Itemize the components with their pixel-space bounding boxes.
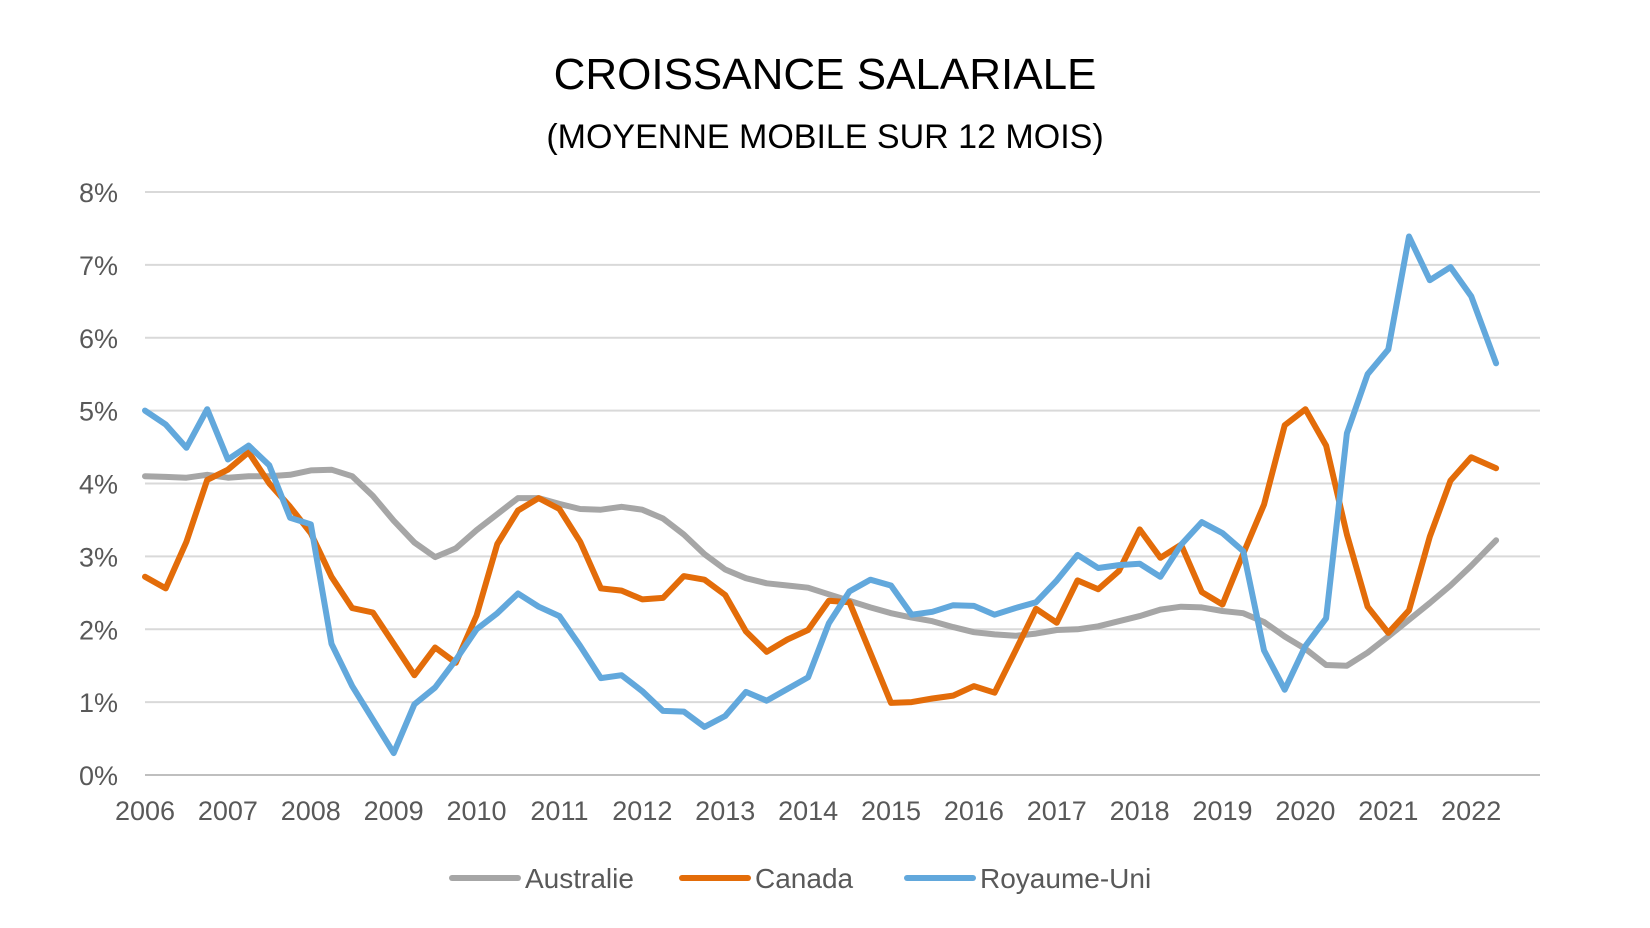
chart-title: CROISSANCE SALARIALE: [553, 50, 1097, 99]
y-tick-label: 0%: [79, 761, 118, 791]
x-tick-label: 2006: [115, 796, 175, 826]
x-tick-label: 2016: [944, 796, 1004, 826]
y-tick-label: 1%: [79, 688, 118, 718]
series-line-australie: [142, 466, 1500, 669]
y-tick-label: 6%: [79, 324, 118, 354]
x-tick-label: 2011: [530, 796, 588, 826]
x-tick-label: 2019: [1193, 796, 1253, 826]
legend-label: Canada: [755, 863, 854, 894]
legend-item: Royaume-Uni: [904, 863, 1151, 894]
y-tick-label: 5%: [79, 397, 118, 427]
x-tick-label: 2014: [778, 796, 838, 826]
x-tick-label: 2013: [695, 796, 755, 826]
y-tick-label: 8%: [79, 178, 118, 208]
y-tick-label: 3%: [79, 542, 118, 572]
x-tick-label: 2009: [364, 796, 424, 826]
x-tick-label: 2007: [198, 796, 258, 826]
series-line-royaume-uni: [142, 233, 1500, 757]
legend-label: Australie: [525, 863, 634, 894]
x-tick-label: 2010: [447, 796, 507, 826]
legend-item: Australie: [449, 863, 634, 894]
y-tick-label: 2%: [79, 615, 118, 645]
x-tick-label: 2022: [1441, 796, 1501, 826]
y-tick-label: 7%: [79, 251, 118, 281]
x-tick-label: 2020: [1275, 796, 1335, 826]
chart-subtitle: (MOYENNE MOBILE SUR 12 MOIS): [546, 118, 1104, 156]
y-tick-label: 4%: [79, 470, 118, 500]
x-tick-label: 2021: [1358, 796, 1418, 826]
legend-item: Canada: [679, 863, 854, 894]
x-tick-label: 2015: [861, 796, 921, 826]
legend-label: Royaume-Uni: [980, 863, 1151, 894]
x-tick-label: 2017: [1027, 796, 1087, 826]
x-tick-label: 2012: [612, 796, 672, 826]
x-tick-label: 2008: [281, 796, 341, 826]
series-line-canada: [142, 406, 1500, 706]
x-tick-label: 2018: [1110, 796, 1170, 826]
